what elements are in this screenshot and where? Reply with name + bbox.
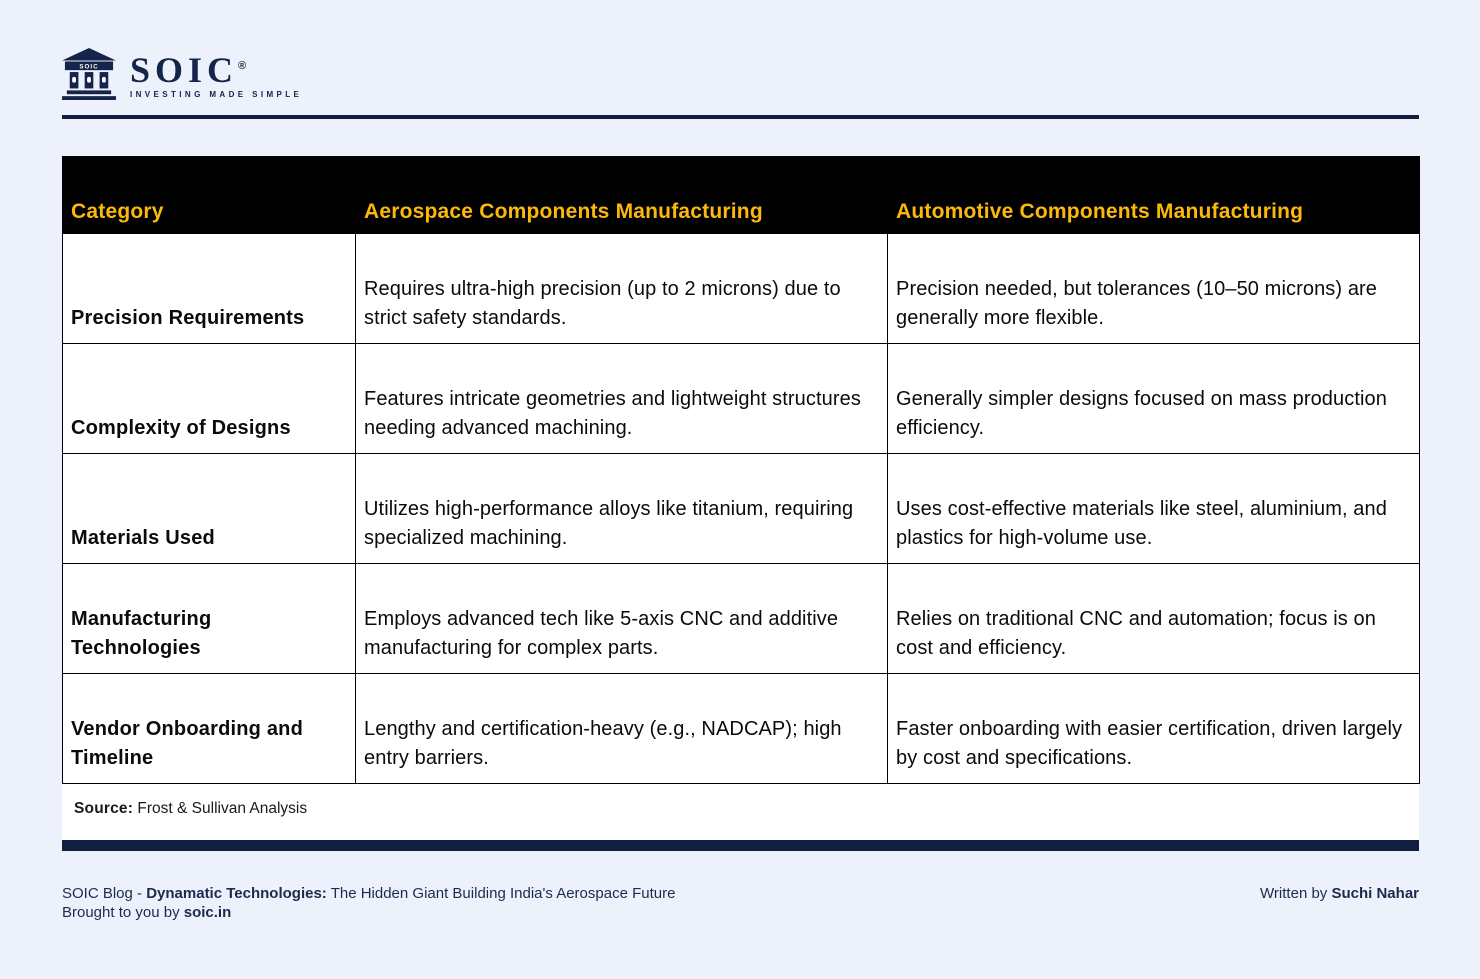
column-header-aerospace: Aerospace Components Manufacturing [355, 156, 888, 234]
table-row: Materials Used Utilizes high-performance… [62, 453, 1420, 564]
aerospace-cell: Features intricate geometries and lightw… [355, 343, 888, 454]
bank-building-icon: SOIC [62, 48, 116, 100]
row-category: Vendor Onboarding and Timeline [62, 673, 356, 784]
blog-title-line: SOIC Blog - Dynamatic Technologies: The … [62, 884, 675, 903]
footer-right: Written by Suchi Nahar [1260, 884, 1419, 903]
row-category: Materials Used [62, 453, 356, 564]
table-row: Vendor Onboarding and Timeline Lengthy a… [62, 673, 1420, 784]
footer: SOIC Blog - Dynamatic Technologies: The … [62, 884, 1419, 922]
automotive-cell: Faster onboarding with easier certificat… [887, 673, 1420, 784]
row-category: Complexity of Designs [62, 343, 356, 454]
automotive-cell: Precision needed, but tolerances (10–50 … [887, 233, 1420, 344]
logo-wordmark: SOIC® [130, 50, 247, 90]
table-header-row: Category Aerospace Components Manufactur… [62, 156, 1420, 234]
column-header-category: Category [62, 156, 356, 234]
soic-site-link: soic.in [183, 904, 232, 921]
brought-prefix: Brought to you by [62, 904, 184, 921]
table-row: Manufacturing Technologies Employs advan… [62, 563, 1420, 674]
header-divider [62, 115, 1419, 119]
source-note: Source: Frost & Sullivan Analysis [62, 784, 1419, 840]
source-text: Frost & Sullivan Analysis [133, 800, 308, 817]
comparison-table: Category Aerospace Components Manufactur… [62, 156, 1420, 784]
aerospace-cell: Employs advanced tech like 5-axis CNC an… [355, 563, 888, 674]
row-category: Precision Requirements [62, 233, 356, 344]
logo-tagline: INVESTING MADE SIMPLE [130, 90, 303, 99]
source-label: Source: [74, 800, 134, 817]
soic-logo: SOIC SOIC® INVESTING MADE SIMPLE [62, 48, 302, 100]
aerospace-cell: Utilizes high-performance alloys like ti… [355, 453, 888, 564]
written-by-prefix: Written by [1260, 885, 1332, 902]
logo-text: SOIC® INVESTING MADE SIMPLE [130, 49, 302, 99]
blog-subtitle: The Hidden Giant Building India's Aerosp… [326, 885, 676, 902]
column-header-automotive: Automotive Components Manufacturing [887, 156, 1420, 234]
automotive-cell: Relies on traditional CNC and automation… [887, 563, 1420, 674]
aerospace-cell: Requires ultra-high precision (up to 2 m… [355, 233, 888, 344]
footer-left: SOIC Blog - Dynamatic Technologies: The … [62, 884, 675, 922]
bottom-accent-bar [62, 840, 1419, 851]
blog-company: Dynamatic Technologies: [146, 885, 327, 902]
table-row: Precision Requirements Requires ultra-hi… [62, 233, 1420, 344]
automotive-cell: Uses cost-effective materials like steel… [887, 453, 1420, 564]
author-name: Suchi Nahar [1331, 885, 1419, 902]
registered-mark: ® [238, 60, 247, 72]
automotive-cell: Generally simpler designs focused on mas… [887, 343, 1420, 454]
aerospace-cell: Lengthy and certification-heavy (e.g., N… [355, 673, 888, 784]
row-category: Manufacturing Technologies [62, 563, 356, 674]
brought-by-line: Brought to you by soic.in [62, 903, 675, 922]
blog-prefix: SOIC Blog - [62, 885, 147, 902]
table-row: Complexity of Designs Features intricate… [62, 343, 1420, 454]
comparison-table-card: Category Aerospace Components Manufactur… [62, 156, 1420, 851]
svg-text:SOIC: SOIC [79, 64, 98, 71]
